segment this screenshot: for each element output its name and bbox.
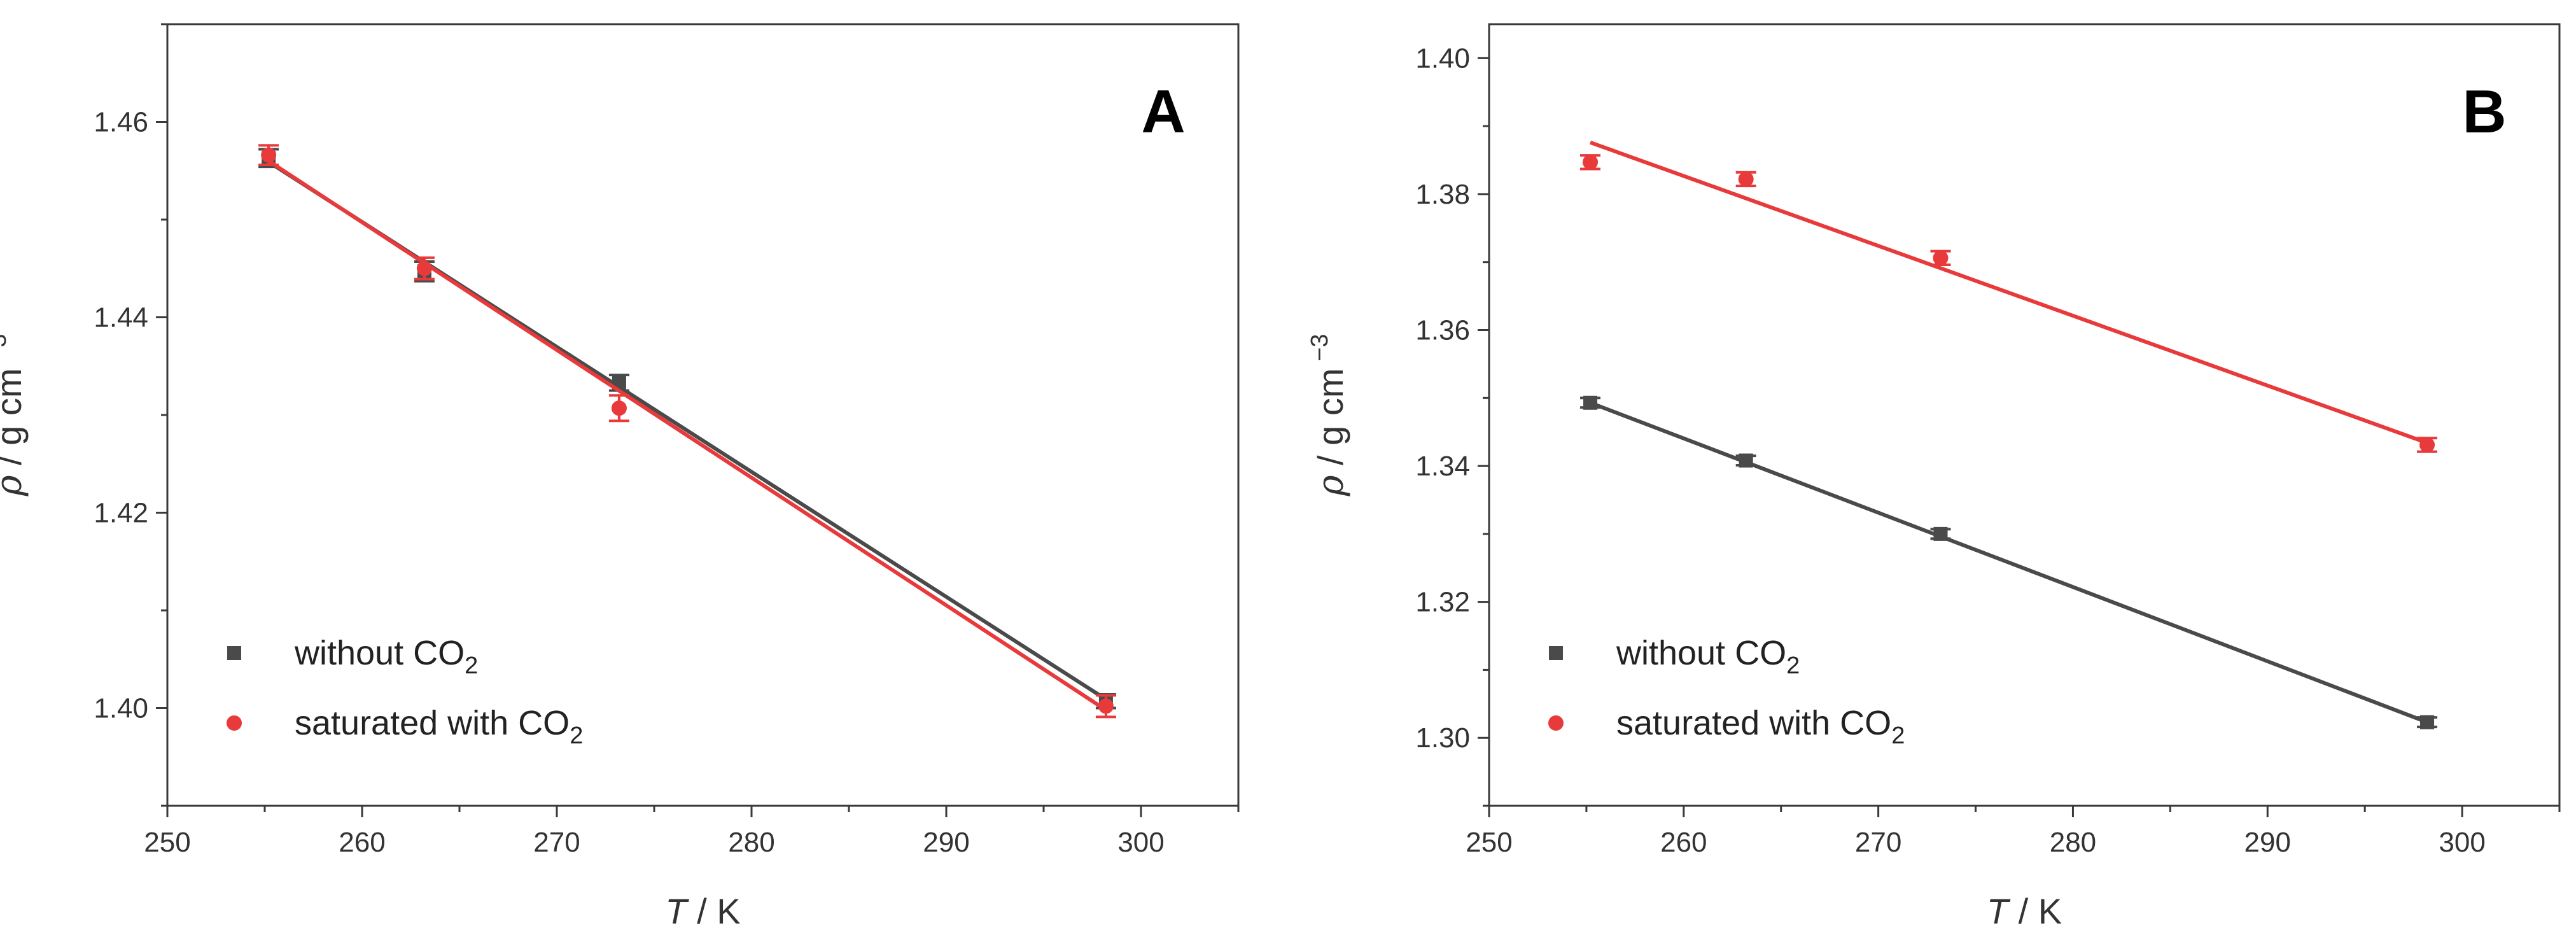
x-tick-label: 290 [2244, 827, 2291, 858]
series-without-co2 [258, 148, 1116, 710]
y-tick-label: 1.38 [1415, 179, 1470, 210]
data-point [1933, 250, 1949, 266]
y-tick-label: 1.30 [1415, 722, 1470, 754]
fit-line [1590, 140, 2428, 445]
data-point [1098, 698, 1114, 714]
panel-label: A [1141, 78, 1185, 146]
x-tick-label: 270 [533, 827, 580, 858]
legend-entry: without CO2 [1549, 634, 1800, 679]
data-point [2419, 437, 2435, 453]
x-tick-label: 260 [339, 827, 385, 858]
legend-entry: saturated with CO2 [1548, 704, 1905, 749]
x-tick-label: 280 [2050, 827, 2096, 858]
series-saturated-co2 [258, 144, 1116, 719]
data-point [1583, 395, 1598, 410]
legend-marker [227, 715, 242, 731]
x-tick-label: 270 [1855, 827, 1901, 858]
chart-panel-b: 250 260 270 280 290 300 1.30 1.32 1.34 1.36 1.38 1.… [1306, 23, 2561, 931]
data-point [1738, 171, 1754, 187]
y-axis-title: ρ / g cm −3 [0, 334, 30, 497]
data-point [1583, 154, 1599, 170]
x-tick-label: 260 [1660, 827, 1707, 858]
y-tick-label: 1.32 [1415, 587, 1470, 618]
legend-label: without CO2 [1616, 634, 1800, 679]
fit-line [267, 159, 1107, 712]
legend-label: saturated with CO2 [1616, 704, 1905, 749]
y-axis-title: ρ / g cm −3 [1306, 334, 1352, 497]
x-tick-label: 250 [1466, 827, 1512, 858]
data-point [1739, 453, 1753, 468]
plot-frame [166, 23, 1240, 807]
data-point [2420, 715, 2435, 729]
panel-label: B [2462, 78, 2506, 146]
y-tick-label: 1.40 [1415, 43, 1470, 74]
legend-marker [1549, 646, 1563, 660]
x-tick-label: 290 [923, 827, 969, 858]
legend-marker [227, 646, 241, 660]
legend-entry: without CO2 [227, 634, 478, 679]
legend-entry: saturated with CO2 [227, 704, 583, 749]
data-point [416, 260, 432, 276]
legend-marker [1548, 715, 1564, 731]
x-tick-label: 300 [1117, 827, 1164, 858]
x-tick-label: 280 [728, 827, 774, 858]
plot-frame [1488, 23, 2561, 807]
y-tick-label: 1.40 [94, 693, 148, 724]
y-tick-label: 1.36 [1415, 315, 1470, 346]
legend-label: without CO2 [294, 634, 478, 679]
fit-line [1589, 400, 2428, 724]
y-tick-label: 1.42 [94, 498, 148, 529]
data-point [1933, 526, 1948, 541]
data-point [261, 147, 277, 163]
series-saturated-co2 [1580, 140, 2438, 453]
y-tick-label: 1.46 [94, 107, 148, 138]
legend-label: saturated with CO2 [295, 704, 583, 749]
y-tick-label: 1.34 [1415, 451, 1470, 482]
data-point [611, 400, 627, 416]
x-axis-title: T / K [665, 891, 740, 931]
y-tick-label: 1.44 [94, 302, 148, 334]
x-axis-title: T / K [1987, 891, 2062, 931]
series-without-co2 [1580, 395, 2438, 729]
x-tick-label: 300 [2439, 827, 2485, 858]
x-tick-label: 250 [144, 827, 190, 858]
chart-panel-a: 250 260 270 280 290 300 1.40 1.42 1.44 1.46 T / K ρ… [0, 23, 1240, 931]
